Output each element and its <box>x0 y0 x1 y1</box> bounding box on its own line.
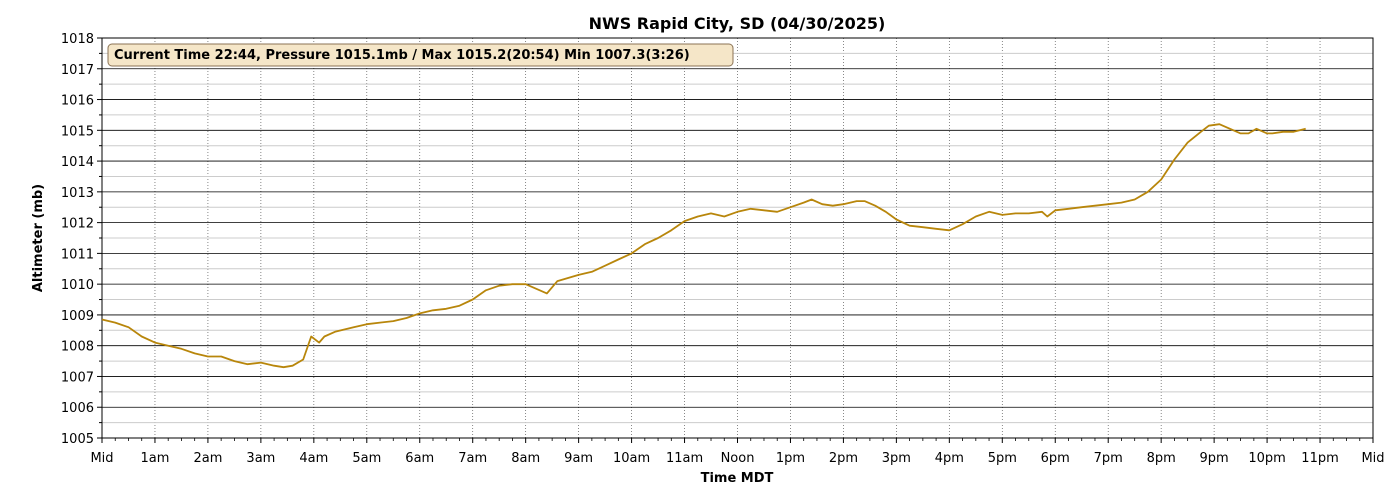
x-tick-label: 5pm <box>988 451 1017 466</box>
x-tick-label: 1am <box>141 451 170 466</box>
x-tick-label: 3pm <box>882 451 911 466</box>
annotation-text: Current Time 22:44, Pressure 1015.1mb / … <box>114 48 690 63</box>
chart-title: NWS Rapid City, SD (04/30/2025) <box>589 14 886 33</box>
x-tick-label: 10am <box>613 451 650 466</box>
pressure-series-line <box>101 123 1306 369</box>
annotation-box: Current Time 22:44, Pressure 1015.1mb / … <box>107 43 734 67</box>
x-tick-label: 11pm <box>1301 451 1338 466</box>
x-tick-label: 7pm <box>1094 451 1123 466</box>
x-axis: Mid 1am 2am 3am 4am 5am 6am 7am 8am 9am 10am 11am No… <box>90 438 1385 466</box>
y-axis-label: Altimeter (mb) <box>31 184 46 292</box>
x-tick-label: 1pm <box>776 451 805 466</box>
vertical-grid <box>154 38 1321 438</box>
y-tick-label: 1017 <box>61 63 94 78</box>
x-tick-label: 5am <box>352 451 381 466</box>
y-axis: 1005 1006 1007 1008 1009 1010 1011 1012 1013 1014… <box>61 32 102 447</box>
minor-grid <box>102 52 1373 424</box>
x-tick-label: Mid <box>90 451 113 466</box>
y-tick-label: 1014 <box>61 155 94 170</box>
annotation-background <box>107 43 734 67</box>
y-tick-label: 1011 <box>61 247 94 262</box>
x-tick-label: 2pm <box>829 451 858 466</box>
y-tick-label: 1009 <box>61 309 94 324</box>
y-tick-label: 1010 <box>61 278 94 293</box>
x-tick-label: 8pm <box>1147 451 1176 466</box>
x-tick-label: 7am <box>458 451 487 466</box>
y-tick-label: 1015 <box>61 124 94 139</box>
x-tick-label: Mid <box>1361 451 1384 466</box>
y-tick-label: 1007 <box>61 370 94 385</box>
y-tick-label: 1018 <box>61 32 94 47</box>
x-tick-label: 8am <box>511 451 540 466</box>
x-tick-label: 10pm <box>1248 451 1285 466</box>
x-tick-label: 6pm <box>1041 451 1070 466</box>
x-tick-label: 6am <box>405 451 434 466</box>
y-tick-label: 1016 <box>61 94 94 109</box>
x-tick-label: 4pm <box>935 451 964 466</box>
x-tick-label: Noon <box>721 451 755 466</box>
x-tick-label: 3am <box>246 451 275 466</box>
y-tick-label: 1005 <box>61 432 94 447</box>
x-tick-label: 9pm <box>1200 451 1229 466</box>
y-tick-label: 1013 <box>61 186 94 201</box>
x-tick-label: 4am <box>299 451 328 466</box>
x-axis-label: Time MDT <box>701 471 774 486</box>
y-tick-label: 1012 <box>61 217 94 232</box>
y-tick-label: 1008 <box>61 340 94 355</box>
x-tick-label: 2am <box>193 451 222 466</box>
x-tick-label: 11am <box>666 451 703 466</box>
y-tick-label: 1006 <box>61 401 94 416</box>
x-tick-label: 9am <box>564 451 593 466</box>
